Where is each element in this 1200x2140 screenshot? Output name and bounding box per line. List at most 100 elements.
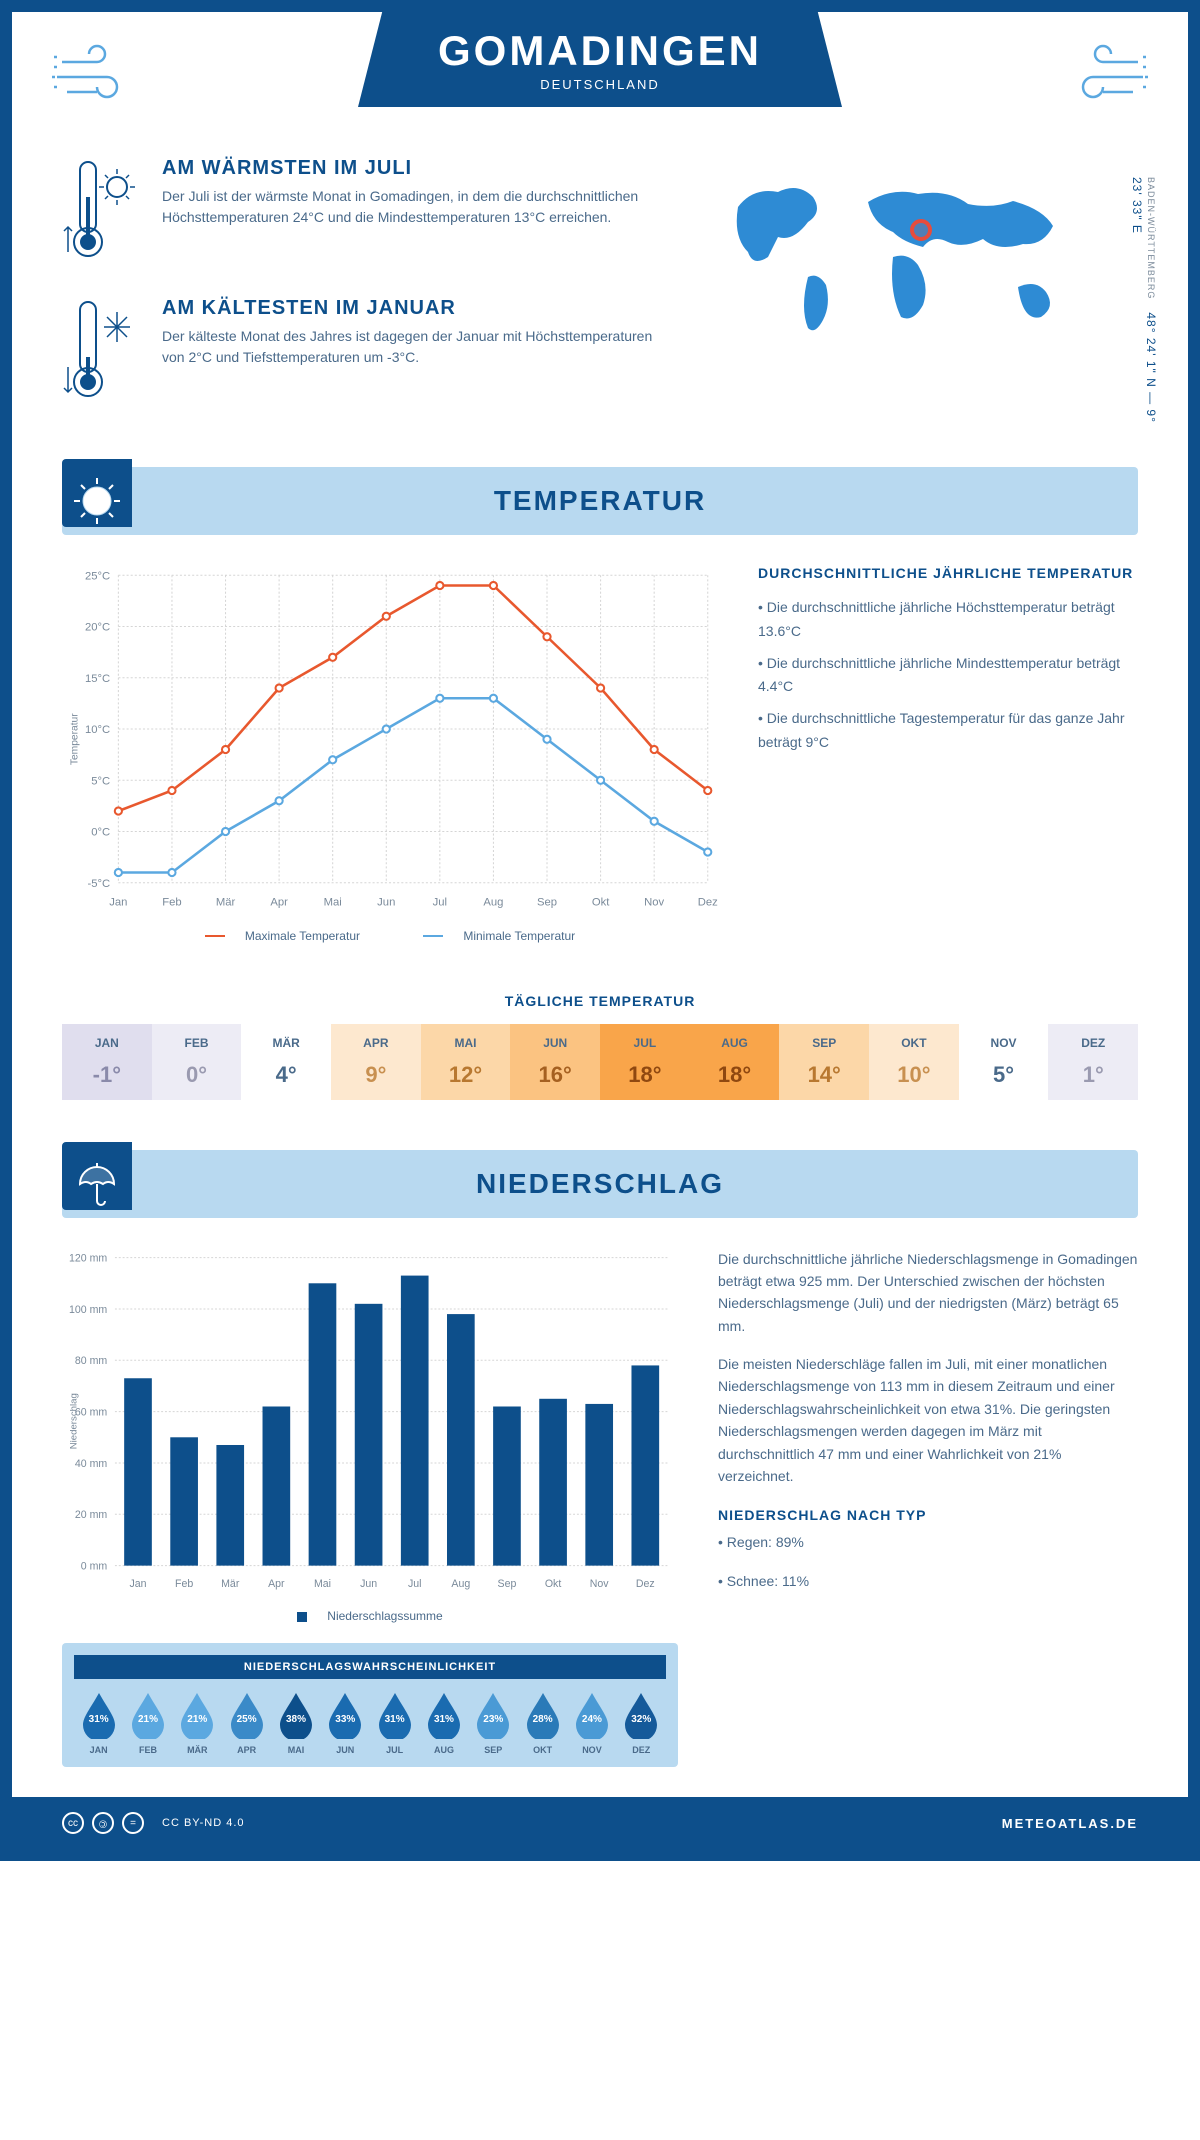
coordinates: BADEN-WÜRTTEMBERG 48° 24' 1" N — 9° 23' …	[1130, 177, 1158, 437]
svg-text:Okt: Okt	[592, 896, 610, 908]
temp-legend: Maximale Temperatur Minimale Temperatur	[62, 929, 718, 943]
license-icons: cc🄯= CC BY-ND 4.0	[62, 1812, 245, 1834]
precip-prob-drop: 33%JUN	[321, 1691, 370, 1755]
daily-temp-cell: JUN16°	[510, 1024, 600, 1100]
precip-probability-box: NIEDERSCHLAGSWAHRSCHEINLICHKEIT 31%JAN21…	[62, 1643, 678, 1767]
svg-text:Apr: Apr	[270, 896, 288, 908]
svg-text:0°C: 0°C	[91, 827, 110, 839]
svg-text:20 mm: 20 mm	[75, 1509, 108, 1521]
svg-text:Jul: Jul	[408, 1577, 422, 1589]
svg-text:Dez: Dez	[698, 896, 718, 908]
precipitation-bar-chart: 0 mm 20 mm 40 mm 60 mm 80 mm 100 mm 120 mm Jan F…	[62, 1248, 678, 1595]
svg-text:Feb: Feb	[175, 1577, 193, 1589]
precip-prob-drop: 31%AUG	[419, 1691, 468, 1755]
precip-prob-drop: 38%MAI	[271, 1691, 320, 1755]
header: GOMADINGEN DEUTSCHLAND	[12, 12, 1188, 127]
footer: cc🄯= CC BY-ND 4.0 METEOATLAS.DE	[12, 1797, 1188, 1849]
svg-text:40 mm: 40 mm	[75, 1457, 108, 1469]
precip-legend: Niederschlagssumme	[62, 1609, 678, 1623]
precip-prob-drop: 28%OKT	[518, 1691, 567, 1755]
precip-prob-drop: 23%SEP	[469, 1691, 518, 1755]
warmest-text: Der Juli ist der wärmste Monat in Gomadi…	[162, 186, 678, 228]
precip-type: • Schnee: 11%	[718, 1570, 1138, 1592]
daily-temp-section: TÄGLICHE TEMPERATUR JAN-1°FEB0°MÄR4°APR9…	[12, 973, 1188, 1120]
wind-icon-right	[1058, 42, 1148, 112]
svg-text:Nov: Nov	[590, 1577, 610, 1589]
svg-text:Jan: Jan	[129, 1577, 146, 1589]
temp-bullet: • Die durchschnittliche jährliche Mindes…	[758, 652, 1138, 700]
sun-icon	[72, 476, 122, 526]
svg-text:Nov: Nov	[644, 896, 664, 908]
svg-text:Aug: Aug	[451, 1577, 470, 1589]
daily-temp-cell: AUG18°	[690, 1024, 780, 1100]
svg-text:Sep: Sep	[498, 1577, 517, 1589]
daily-temp-cell: MAI12°	[421, 1024, 511, 1100]
temp-sidebar: DURCHSCHNITTLICHE JÄHRLICHE TEMPERATUR •…	[758, 565, 1138, 943]
world-map: BADEN-WÜRTTEMBERG 48° 24' 1" N — 9° 23' …	[718, 157, 1138, 437]
precip-prob-drop: 31%JUL	[370, 1691, 419, 1755]
umbrella-icon	[72, 1159, 122, 1209]
svg-text:Mär: Mär	[216, 896, 236, 908]
svg-text:100 mm: 100 mm	[69, 1303, 107, 1315]
svg-text:0 mm: 0 mm	[81, 1560, 108, 1572]
warmest-block: AM WÄRMSTEN IM JULI Der Juli ist der wär…	[62, 157, 678, 272]
svg-text:20°C: 20°C	[85, 622, 110, 634]
site-name: METEOATLAS.DE	[1002, 1816, 1138, 1831]
thermometer-hot-icon	[62, 157, 142, 267]
temp-bullet: • Die durchschnittliche Tagestemperatur …	[758, 707, 1138, 755]
country: DEUTSCHLAND	[438, 77, 762, 92]
precipitation-area: 0 mm 20 mm 40 mm 60 mm 80 mm 100 mm 120 mm Jan F…	[12, 1218, 1188, 1798]
location-title: GOMADINGEN	[438, 27, 762, 75]
svg-text:Mai: Mai	[314, 1577, 331, 1589]
svg-text:5°C: 5°C	[91, 775, 110, 787]
wind-icon-left	[52, 42, 142, 112]
svg-text:Jun: Jun	[377, 896, 395, 908]
precip-type: • Regen: 89%	[718, 1531, 1138, 1553]
coldest-block: AM KÄLTESTEN IM JANUAR Der kälteste Mona…	[62, 297, 678, 412]
svg-text:-5°C: -5°C	[88, 878, 111, 890]
svg-text:60 mm: 60 mm	[75, 1406, 108, 1418]
svg-text:15°C: 15°C	[85, 673, 110, 685]
precip-prob-drop: 21%MÄR	[173, 1691, 222, 1755]
daily-temp-cell: SEP14°	[779, 1024, 869, 1100]
svg-text:Temperatur: Temperatur	[69, 713, 80, 765]
svg-text:Niederschlag: Niederschlag	[68, 1393, 79, 1449]
precip-sidebar: Die durchschnittliche jährliche Niedersc…	[718, 1248, 1138, 1768]
thermometer-cold-icon	[62, 297, 142, 407]
daily-temp-cell: JUL18°	[600, 1024, 690, 1100]
daily-temp-cell: MÄR4°	[241, 1024, 331, 1100]
precip-prob-drop: 21%FEB	[123, 1691, 172, 1755]
info-section: AM WÄRMSTEN IM JULI Der Juli ist der wär…	[12, 127, 1188, 467]
precip-prob-drop: 31%JAN	[74, 1691, 123, 1755]
svg-text:Dez: Dez	[636, 1577, 655, 1589]
daily-temp-cell: APR9°	[331, 1024, 421, 1100]
temperature-chart-area: -5°C 0°C 5°C 10°C 15°C 20°C 25°C Jan Feb Mär Apr Ma…	[12, 535, 1188, 973]
svg-text:Jun: Jun	[360, 1577, 377, 1589]
svg-text:25°C: 25°C	[85, 570, 110, 582]
daily-temp-grid: JAN-1°FEB0°MÄR4°APR9°MAI12°JUN16°JUL18°A…	[62, 1024, 1138, 1100]
daily-temp-cell: JAN-1°	[62, 1024, 152, 1100]
temperature-line-chart: -5°C 0°C 5°C 10°C 15°C 20°C 25°C Jan Feb Mär Apr Ma…	[62, 565, 718, 914]
svg-text:Okt: Okt	[545, 1577, 562, 1589]
coldest-text: Der kälteste Monat des Jahres ist dagege…	[162, 326, 678, 368]
daily-temp-cell: OKT10°	[869, 1024, 959, 1100]
svg-text:Apr: Apr	[268, 1577, 285, 1589]
daily-temp-cell: FEB0°	[152, 1024, 242, 1100]
svg-text:Jan: Jan	[109, 896, 127, 908]
location-marker	[910, 219, 932, 241]
warmest-title: AM WÄRMSTEN IM JULI	[162, 157, 678, 180]
svg-text:Aug: Aug	[483, 896, 503, 908]
daily-temp-cell: NOV5°	[959, 1024, 1049, 1100]
title-banner: GOMADINGEN DEUTSCHLAND	[358, 12, 842, 107]
daily-temp-cell: DEZ1°	[1048, 1024, 1138, 1100]
svg-text:Feb: Feb	[162, 896, 181, 908]
svg-text:120 mm: 120 mm	[69, 1252, 107, 1264]
svg-text:80 mm: 80 mm	[75, 1355, 108, 1367]
precip-prob-drop: 24%NOV	[567, 1691, 616, 1755]
svg-text:Mär: Mär	[221, 1577, 240, 1589]
coldest-title: AM KÄLTESTEN IM JANUAR	[162, 297, 678, 320]
precip-prob-drop: 32%DEZ	[617, 1691, 666, 1755]
svg-text:Jul: Jul	[433, 896, 447, 908]
svg-text:10°C: 10°C	[85, 724, 110, 736]
svg-text:Mai: Mai	[324, 896, 342, 908]
